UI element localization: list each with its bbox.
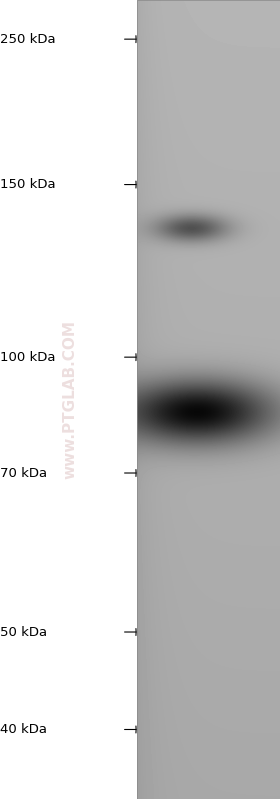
Text: 50 kDa: 50 kDa — [0, 626, 47, 638]
Bar — [137, 0, 280, 799]
Text: 100 kDa: 100 kDa — [0, 351, 55, 364]
Text: www.PTGLAB.COM: www.PTGLAB.COM — [62, 320, 78, 479]
Text: 250 kDa: 250 kDa — [0, 33, 56, 46]
Text: 40 kDa: 40 kDa — [0, 723, 47, 736]
Text: 150 kDa: 150 kDa — [0, 178, 56, 191]
Text: 70 kDa: 70 kDa — [0, 467, 47, 479]
